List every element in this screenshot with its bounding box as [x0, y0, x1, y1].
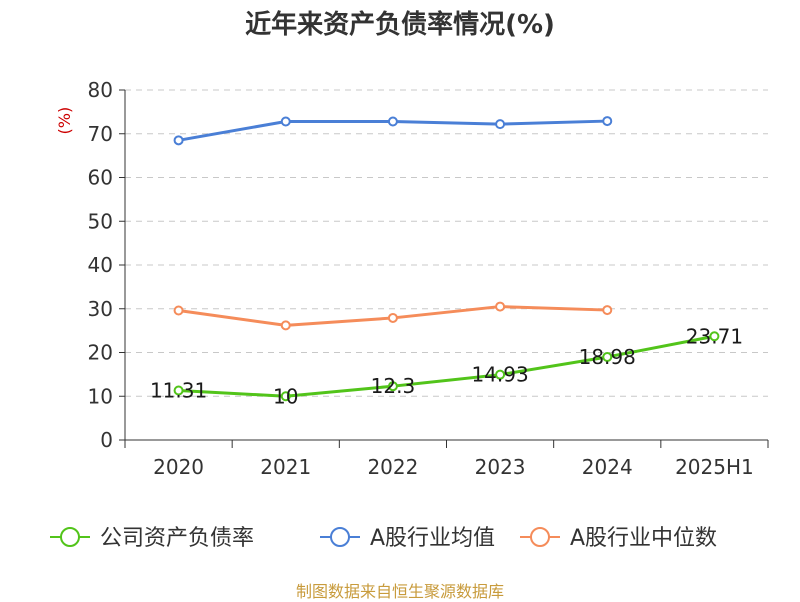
point-series0-2024	[602, 351, 613, 362]
y-unit-label: (%)	[55, 107, 74, 135]
point-series1-2021	[280, 116, 291, 127]
data-label-2023: 14.93	[471, 363, 528, 387]
x-tick-label-2021: 2021	[260, 455, 311, 479]
legend-item-0: 公司资产负债率	[50, 526, 254, 551]
source-note: 制图数据来自恒生聚源数据库	[295, 582, 504, 601]
data-labels: 11.31 10 12.3 14.93 18.98 23.71	[150, 324, 743, 408]
data-label-2021: 10	[273, 384, 298, 408]
point-series1-2023	[495, 119, 506, 130]
point-series0-2025H1	[709, 331, 720, 342]
data-label-2024: 18.98	[579, 345, 636, 369]
legend-item-1: A股行业均值	[320, 526, 495, 551]
y-tick-label-20: 20	[88, 341, 113, 365]
chart-title: 近年来资产负债率情况(%)	[245, 10, 555, 40]
legend-marker-2	[530, 527, 550, 547]
point-series2-2024	[602, 305, 613, 316]
point-series0-2023	[495, 369, 506, 380]
data-label-2025H1: 23.71	[686, 324, 743, 348]
y-tick-label-80: 80	[88, 78, 113, 102]
legend-label-0: 公司资产负债率	[100, 526, 254, 551]
point-series0-2020	[173, 385, 184, 396]
point-series1-2022	[387, 116, 398, 127]
point-series1-2020	[173, 135, 184, 146]
series-lines	[173, 116, 720, 402]
point-series0-2022	[387, 381, 398, 392]
legend-label-1: A股行业均值	[370, 526, 495, 551]
legend-item-2: A股行业中位数	[520, 526, 717, 551]
x-tick-label-2020: 2020	[153, 455, 204, 479]
x-tick-label-2025H1: 2025H1	[675, 455, 754, 479]
series-line-0	[178, 334, 715, 398]
y-tick-label-10: 10	[88, 384, 113, 408]
y-tick-label-50: 50	[88, 209, 113, 233]
x-tick-label-2023: 2023	[475, 455, 526, 479]
x-tick-label-2022: 2022	[367, 455, 418, 479]
point-series2-2022	[387, 312, 398, 323]
y-tick-label-0: 0	[100, 428, 113, 452]
y-tick-label-40: 40	[88, 253, 113, 277]
point-series2-2021	[280, 320, 291, 331]
point-series2-2023	[495, 301, 506, 312]
data-label-2022: 12.3	[371, 374, 416, 398]
legend-marker-1	[330, 527, 350, 547]
y-tick-label-30: 30	[88, 297, 113, 321]
gridlines	[125, 89, 768, 397]
x-tick-label-2024: 2024	[582, 455, 633, 479]
point-series0-2021	[280, 391, 291, 402]
data-label-2020: 11.31	[150, 379, 207, 403]
axes: 0 10 20 30 40 50 60 70 80 2020 2021 2022 2023 2024 202…	[55, 78, 769, 479]
y-tick-label-70: 70	[88, 122, 113, 146]
y-tick-label-60: 60	[88, 166, 113, 190]
legend: 公司资产负债率 A股行业均值 A股行业中位数	[50, 526, 717, 551]
legend-label-2: A股行业中位数	[570, 526, 717, 551]
point-series1-2024	[602, 116, 613, 127]
legend-marker-0	[60, 527, 80, 547]
point-series2-2020	[173, 305, 184, 316]
